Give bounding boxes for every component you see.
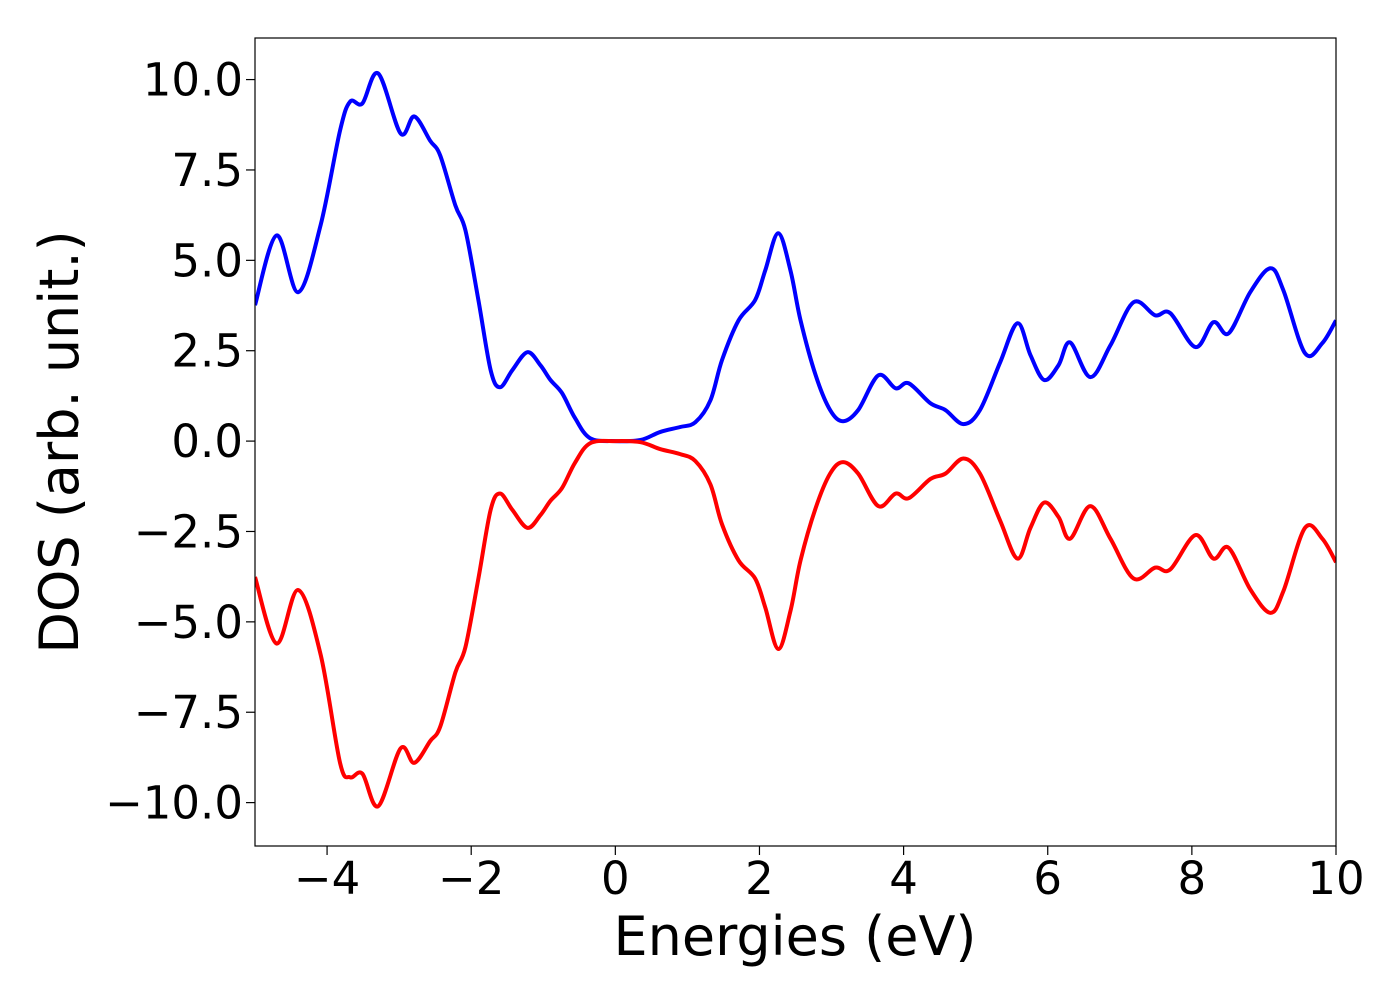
x-tick-label: 6 [1033, 852, 1062, 905]
y-axis-label: DOS (arb. unit.) [28, 230, 91, 653]
x-tick-label: −4 [294, 852, 360, 905]
x-tick-label: 2 [745, 852, 774, 905]
dos-line [255, 438, 1336, 809]
y-tick-label: −7.5 [134, 686, 243, 739]
dos-line [255, 71, 1336, 444]
x-tick-label: 4 [889, 852, 918, 905]
y-tick-label: 0.0 [171, 415, 243, 468]
y-tick-label: 5.0 [171, 234, 243, 287]
x-tick-label: 8 [1178, 852, 1207, 905]
x-tick-label: −2 [438, 852, 504, 905]
x-tick-label: 0 [601, 852, 630, 905]
x-axis-label: Energies (eV) [614, 905, 977, 968]
y-tick-label: −2.5 [134, 505, 243, 558]
y-tick-label: 2.5 [171, 325, 243, 378]
y-tick-label: 7.5 [171, 144, 243, 197]
y-tick-label: −10.0 [105, 777, 243, 830]
x-tick-label: 10 [1307, 852, 1364, 905]
plot-frame [254, 37, 1337, 847]
y-tick-label: 10.0 [143, 54, 243, 107]
y-tick-label: −5.0 [134, 596, 243, 649]
